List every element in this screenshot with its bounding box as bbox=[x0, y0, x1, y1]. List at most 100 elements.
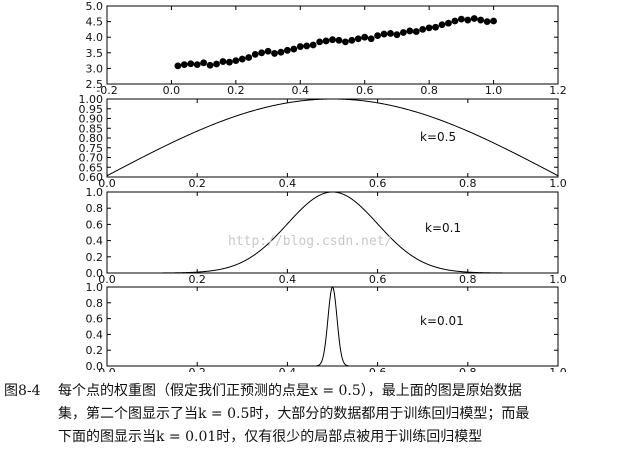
x-tick-label: 0.6 bbox=[369, 177, 387, 190]
data-point bbox=[425, 24, 433, 32]
y-tick-label: 0.60 bbox=[79, 171, 104, 184]
data-point bbox=[335, 36, 343, 44]
data-point bbox=[316, 38, 324, 46]
x-tick-label: 1.0 bbox=[549, 366, 567, 372]
data-point bbox=[180, 61, 188, 69]
data-point bbox=[361, 33, 369, 41]
plot-frame bbox=[106, 98, 559, 178]
data-point bbox=[354, 35, 362, 43]
x-tick-label: 1.0 bbox=[549, 177, 567, 190]
data-point bbox=[251, 50, 259, 58]
x-tick-label: 0.4 bbox=[279, 273, 297, 286]
x-tick-label: 0.0 bbox=[98, 366, 116, 372]
data-point bbox=[445, 19, 452, 27]
data-point bbox=[277, 48, 285, 56]
y-tick-label: 5.0 bbox=[86, 0, 104, 13]
data-point bbox=[374, 32, 381, 40]
y-tick-label: 0.70 bbox=[79, 152, 104, 165]
x-tick-label: 0.8 bbox=[459, 177, 477, 190]
plot-frame bbox=[106, 191, 559, 274]
y-tick-label: 1.0 bbox=[86, 281, 104, 294]
watermark-text: http://blog.csdn.net/ bbox=[228, 234, 392, 249]
data-point bbox=[483, 18, 491, 25]
x-tick-label: 0.8 bbox=[459, 273, 477, 286]
weight-curve-line bbox=[106, 98, 559, 177]
x-tick-label: 0.4 bbox=[292, 84, 310, 97]
y-tick-label: 0.2 bbox=[86, 344, 104, 357]
y-tick-label: 0.8 bbox=[86, 202, 104, 215]
caption-line-3: 下面的图显示当k = 0.01时，仅有很少的局部点被用于训练回归模型 bbox=[58, 429, 483, 445]
x-tick-label: -0.2 bbox=[96, 84, 117, 97]
data-point bbox=[187, 60, 195, 68]
y-tick-label: 0.65 bbox=[79, 161, 104, 174]
data-point bbox=[393, 31, 401, 39]
x-tick-label: 0.0 bbox=[163, 84, 181, 97]
data-point bbox=[213, 60, 220, 68]
data-point bbox=[200, 59, 208, 67]
data-point bbox=[477, 16, 485, 24]
y-tick-label: 4.5 bbox=[86, 16, 104, 29]
y-tick-label: 0.75 bbox=[79, 142, 104, 155]
y-tick-label: 0.80 bbox=[79, 132, 104, 145]
x-tick-label: 0.6 bbox=[356, 84, 374, 97]
data-point bbox=[193, 61, 201, 69]
data-point bbox=[226, 58, 233, 66]
y-tick-label: 0.8 bbox=[86, 297, 104, 310]
plot-frame bbox=[106, 286, 559, 367]
y-tick-label: 0.85 bbox=[79, 122, 104, 135]
k-annotation: k=0.01 bbox=[420, 314, 464, 328]
y-tick-label: 3.0 bbox=[86, 62, 104, 75]
x-tick-label: 0.4 bbox=[279, 366, 297, 372]
x-tick-label: 0.2 bbox=[188, 366, 206, 372]
y-tick-label: 0.6 bbox=[86, 218, 104, 231]
x-tick-label: 0.6 bbox=[369, 366, 387, 372]
x-tick-label: 0.8 bbox=[420, 84, 438, 97]
y-tick-label: 0.0 bbox=[86, 360, 104, 372]
x-tick-label: 0.4 bbox=[279, 177, 297, 190]
y-tick-label: 0.6 bbox=[86, 313, 104, 326]
plot-frame bbox=[106, 5, 559, 85]
caption-line-2: 集，第二个图显示了当k = 0.5时，大部分的数据都用于训练回归模型；而最 bbox=[58, 406, 530, 422]
data-point bbox=[329, 36, 336, 44]
y-tick-label: 0.90 bbox=[79, 113, 104, 126]
figure-number: 图8-4 bbox=[4, 383, 41, 399]
weight-figure: -0.2 0.0 0.2 0.4 0.6 0.8 1.0 1.2 2.5 3.0 3.5 4.0 4.5… bbox=[79, 0, 567, 372]
y-tick-label: 3.5 bbox=[86, 47, 104, 60]
caption-line-1: 每个点的权重图（假定我们正预测的点是x = 0.5），最上面的图是原始数据 bbox=[58, 383, 522, 399]
chart-panel-4: 0.0 0.2 0.4 0.6 0.8 1.0 0.0 0.2 0.4 0.6 0.8 1.0 k=0.… bbox=[86, 281, 567, 372]
x-tick-label: 0.2 bbox=[227, 84, 245, 97]
y-tick-label: 0.0 bbox=[86, 267, 104, 280]
data-point bbox=[399, 29, 407, 36]
data-point bbox=[490, 17, 497, 25]
data-point bbox=[206, 61, 214, 69]
figure-caption: 图8-4 每个点的权重图（假定我们正预测的点是x = 0.5），最上面的图是原始… bbox=[4, 380, 640, 449]
k-annotation: k=0.1 bbox=[425, 221, 461, 235]
data-point bbox=[219, 58, 227, 65]
weight-curve-line bbox=[107, 191, 558, 274]
data-point bbox=[258, 49, 266, 57]
y-tick-label: 0.4 bbox=[86, 328, 104, 341]
data-point bbox=[232, 57, 240, 64]
data-point bbox=[245, 54, 253, 61]
y-tick-label: 0.2 bbox=[86, 251, 104, 264]
x-tick-label: 1.0 bbox=[549, 273, 567, 286]
data-point bbox=[271, 50, 278, 57]
data-point bbox=[296, 43, 304, 50]
data-point bbox=[367, 35, 375, 43]
data-point bbox=[457, 15, 465, 23]
y-tick-label: 2.5 bbox=[86, 78, 104, 91]
data-point bbox=[406, 27, 414, 35]
data-point bbox=[174, 62, 182, 70]
data-point bbox=[303, 42, 311, 50]
y-tick-label: 0.4 bbox=[86, 235, 104, 248]
k-annotation: k=0.5 bbox=[420, 130, 456, 144]
data-point bbox=[238, 55, 246, 63]
x-tick-label: 0.0 bbox=[98, 177, 116, 190]
data-point bbox=[412, 28, 420, 35]
data-point bbox=[284, 46, 291, 54]
data-point bbox=[438, 21, 446, 29]
data-point bbox=[348, 36, 356, 44]
data-point bbox=[380, 30, 388, 38]
x-tick-label: 1.0 bbox=[485, 84, 503, 97]
y-tick-label: 1.0 bbox=[86, 186, 104, 199]
